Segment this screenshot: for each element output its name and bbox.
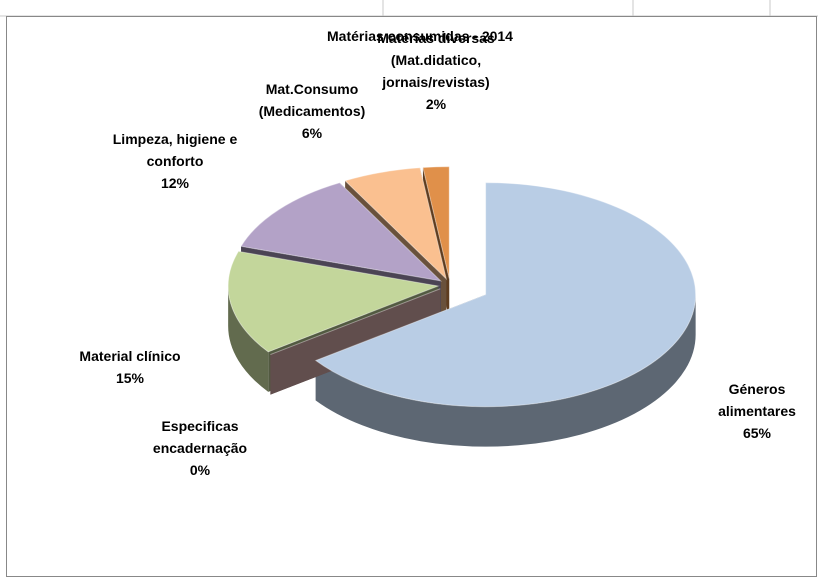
category-label: Géneros alimentares <box>718 381 796 419</box>
category-label: Limpeza, higiene e conforto <box>112 131 238 169</box>
percent-label: 65% <box>742 425 772 441</box>
pie-slice <box>314 182 697 408</box>
category-label: Matérias diversas (Mat.didatico, jornais… <box>377 30 495 90</box>
category-label: Material clínico <box>79 348 181 364</box>
pie-slice <box>344 167 448 281</box>
chart-title: Matérias consumidas - 2014 <box>327 28 513 44</box>
data-label: Matérias diversas (Mat.didatico, jornais… <box>366 27 506 115</box>
category-label: Mat.Consumo (Medicamentos) <box>258 81 366 119</box>
data-label: Mat.Consumo (Medicamentos) 6% <box>250 78 375 144</box>
slice-edge <box>270 288 441 395</box>
percent-label: 12% <box>160 175 190 191</box>
pie-slice <box>227 250 441 353</box>
percent-label: 6% <box>301 125 323 141</box>
data-label: Material clínico 15% <box>55 345 205 389</box>
percent-label: 15% <box>115 370 145 386</box>
data-label: Especificas encadernação 0% <box>135 415 265 481</box>
slice-side <box>228 286 269 392</box>
percent-label: 2% <box>425 96 447 112</box>
category-label: Especificas encadernação <box>152 418 248 456</box>
pie-slice <box>422 166 450 279</box>
pie-slice <box>240 182 443 282</box>
percent-label: 0% <box>189 462 211 478</box>
data-label: Limpeza, higiene e conforto 12% <box>100 128 250 194</box>
data-label: Géneros alimentares 65% <box>702 378 812 444</box>
slice-side <box>315 294 696 447</box>
